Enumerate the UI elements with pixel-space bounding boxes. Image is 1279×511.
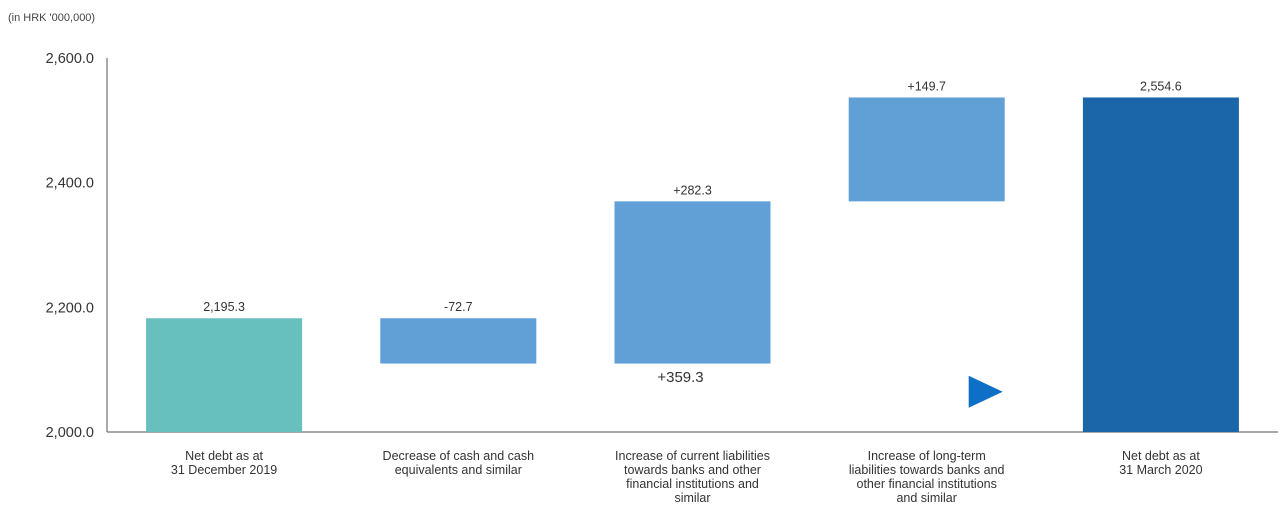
category-label: Increase of current liabilities towards b…: [583, 449, 803, 505]
bar-value-label: 2,554.6: [1140, 79, 1182, 93]
waterfall-bar: [614, 201, 771, 364]
category-label-line: and similar: [896, 491, 957, 505]
category-label: Net debt as at 31 December 2019: [114, 449, 334, 477]
category-label-line: Decrease of cash and cash: [382, 449, 535, 463]
bar-value-label: 2,195.3: [203, 300, 245, 314]
category-label-line: similar: [674, 491, 711, 505]
category-label-line: Increase of long-term: [867, 449, 986, 463]
category-label: Increase of long-term liabilities towards…: [817, 449, 1037, 505]
bar-value-label: +282.3: [673, 183, 712, 197]
waterfall-bar: [146, 318, 303, 432]
category-label-line: 31 December 2019: [170, 463, 278, 477]
category-label-line: towards banks and other: [624, 463, 761, 477]
category-label-line: 31 March 2020: [1119, 463, 1203, 477]
y-tick-label: 2,000.0: [46, 425, 94, 441]
bridge-arrow-label: +359.3: [657, 369, 703, 386]
unit-label: (in HRK '000,000): [8, 12, 96, 24]
category-label: Decrease of cash and cash equivalents and…: [348, 449, 568, 477]
bar-value-label: +149.7: [907, 79, 946, 93]
y-tick-label: 2,400.0: [46, 176, 94, 192]
category-label-line: Net debt as at: [185, 449, 263, 463]
bar-value-label: -72.7: [444, 300, 473, 314]
arrow-head-icon: [968, 375, 1003, 408]
category-label-line: Net debt as at: [1121, 449, 1200, 463]
category-label: Net debt as at 31 March 2020: [1051, 449, 1271, 477]
category-label-line: Increase of current liabilities: [615, 449, 770, 463]
category-label-line: liabilities towards banks and: [848, 463, 1005, 477]
category-label-line: financial institutions and: [626, 477, 759, 491]
category-label-line: equivalents and similar: [394, 463, 522, 477]
y-tick-label: 2,200.0: [46, 300, 94, 316]
category-label-line: other financial institutions: [856, 477, 997, 491]
waterfall-bar: [380, 318, 537, 364]
waterfall-bar: [848, 97, 1005, 202]
waterfall-bar: [1082, 97, 1239, 432]
y-tick-label: 2,600.0: [46, 51, 94, 67]
